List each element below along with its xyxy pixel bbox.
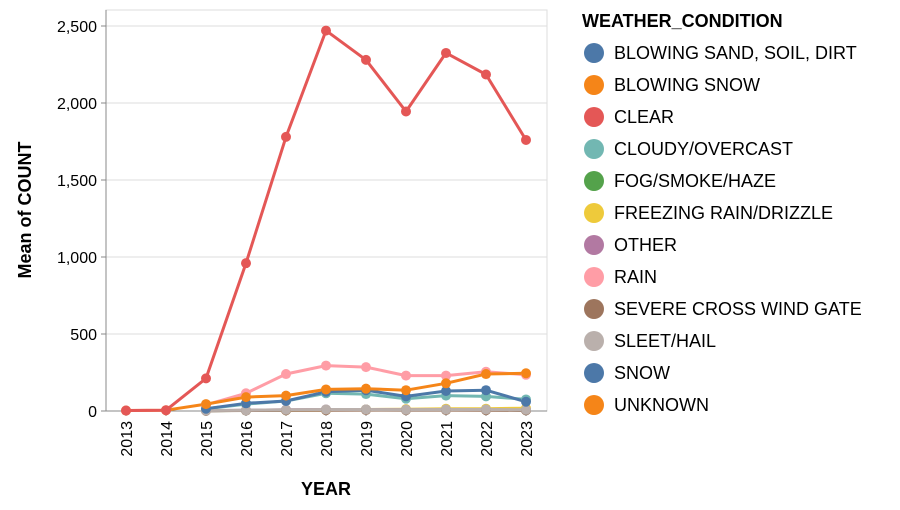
legend-label: SLEET/HAIL — [614, 331, 716, 351]
x-tick-label: 2014 — [159, 421, 176, 457]
y-tick-label: 2,500 — [57, 19, 97, 36]
legend-swatch — [584, 43, 604, 63]
legend-swatch — [584, 235, 604, 255]
data-point — [361, 383, 371, 394]
data-point — [401, 385, 411, 396]
legend-swatch — [584, 395, 604, 415]
legend-swatch — [584, 75, 604, 95]
x-tick-label: 2019 — [359, 421, 376, 457]
data-point — [481, 369, 491, 380]
data-point — [441, 378, 451, 389]
legend-label: UNKNOWN — [614, 395, 709, 415]
data-point — [281, 131, 291, 142]
legend-label: SEVERE CROSS WIND GATE — [614, 299, 862, 319]
data-point — [521, 404, 531, 415]
x-tick-label: 2022 — [479, 421, 496, 457]
data-point — [481, 69, 491, 80]
data-point — [441, 47, 451, 58]
series-points — [121, 25, 531, 416]
x-tick-label: 2020 — [399, 421, 416, 457]
legend-swatch — [584, 107, 604, 127]
y-tick-label: 500 — [70, 327, 97, 344]
data-point — [481, 385, 491, 396]
data-point — [321, 404, 331, 415]
x-tick-label: 2023 — [519, 421, 536, 457]
data-point — [401, 370, 411, 381]
data-point — [121, 405, 131, 416]
data-point — [241, 405, 251, 416]
x-tick-label: 2017 — [279, 421, 296, 457]
series-lines — [125, 29, 528, 413]
data-point — [481, 404, 491, 415]
legend-label: FOG/SMOKE/HAZE — [614, 171, 776, 191]
legend-label: BLOWING SNOW — [614, 75, 760, 95]
x-axis: 2013 2014 2015 2016 2017 2018 2019 2020 2021 2022… — [106, 410, 547, 457]
legend-label: RAIN — [614, 267, 657, 287]
data-point — [441, 370, 451, 381]
legend-label: CLEAR — [614, 107, 674, 127]
data-point — [361, 404, 371, 415]
legend-label: OTHER — [614, 235, 677, 255]
legend-label: FREEZING RAIN/DRIZZLE — [614, 203, 833, 223]
data-point — [521, 134, 531, 145]
data-point — [401, 404, 411, 415]
legend-label: CLOUDY/OVERCAST — [614, 139, 793, 159]
data-point — [281, 404, 291, 415]
legend-swatch — [584, 203, 604, 223]
legend-label: SNOW — [614, 363, 670, 383]
y-tick-label: 1,500 — [57, 173, 97, 190]
data-point — [281, 390, 291, 401]
legend: WEATHER_CONDITION BLOWING SAND, SOIL, DI… — [582, 11, 862, 415]
data-point — [201, 373, 211, 384]
legend-label: BLOWING SAND, SOIL, DIRT — [614, 43, 857, 63]
legend-swatch — [584, 363, 604, 383]
y-axis-title: Mean of COUNT — [15, 142, 35, 279]
data-point — [321, 384, 331, 395]
x-tick-label: 2013 — [119, 421, 136, 457]
y-axis: 0 500 1,000 1,500 2,000 2,500 — [57, 10, 107, 421]
x-tick-label: 2021 — [439, 421, 456, 457]
data-point — [281, 369, 291, 380]
data-point — [321, 360, 331, 371]
x-tick-label: 2018 — [319, 421, 336, 457]
y-tick-label: 2,000 — [57, 96, 97, 113]
legend-swatch — [584, 171, 604, 191]
data-point — [521, 396, 531, 407]
x-tick-label: 2015 — [199, 421, 216, 457]
series-line — [125, 29, 528, 412]
data-point — [161, 405, 171, 416]
data-point — [441, 385, 451, 396]
x-axis-title: YEAR — [301, 479, 351, 499]
legend-swatch — [584, 299, 604, 319]
data-point — [321, 25, 331, 36]
legend-swatch — [584, 331, 604, 351]
legend-items: BLOWING SAND, SOIL, DIRT BLOWING SNOW CLEA… — [584, 43, 862, 415]
data-point — [361, 54, 371, 65]
data-point — [241, 392, 251, 403]
y-tick-label: 0 — [88, 404, 97, 421]
data-point — [441, 404, 451, 415]
data-point — [201, 399, 211, 410]
legend-title: WEATHER_CONDITION — [582, 11, 783, 31]
data-point — [241, 258, 251, 269]
data-point — [521, 368, 531, 379]
x-tick-label: 2016 — [239, 421, 256, 457]
legend-swatch — [584, 267, 604, 287]
legend-swatch — [584, 139, 604, 159]
y-tick-label: 1,000 — [57, 250, 97, 267]
data-point — [361, 362, 371, 373]
data-point — [401, 106, 411, 117]
